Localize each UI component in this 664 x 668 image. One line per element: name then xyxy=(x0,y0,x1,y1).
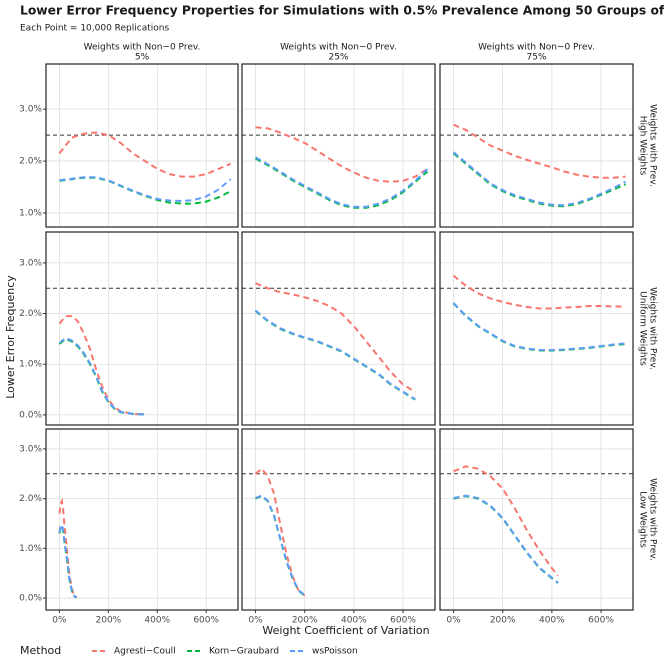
panel-border xyxy=(439,231,634,426)
smooth-line xyxy=(453,465,559,577)
column-strip-label: 75% xyxy=(526,53,546,63)
panel-background xyxy=(46,429,238,610)
panel xyxy=(439,231,634,426)
x-tick-label: 600% xyxy=(193,616,219,626)
smooth-line xyxy=(453,123,626,179)
y-axis-label: Lower Error Frequency xyxy=(4,275,17,399)
smooth-line xyxy=(58,524,78,599)
smooth-line xyxy=(255,494,306,596)
smooth-line xyxy=(255,156,429,208)
panel-border xyxy=(241,231,436,426)
x-tick-label: 400% xyxy=(539,616,565,626)
panel-background xyxy=(46,64,238,227)
smooth-line xyxy=(58,131,232,178)
x-tick-label: 400% xyxy=(341,616,367,626)
chart-title: Lower Error Frequency Properties for Sim… xyxy=(20,4,664,18)
row-strip-label: Weights with Prev. xyxy=(648,478,658,561)
y-tick-label: 2.0% xyxy=(19,309,42,319)
x-tick-label: 200% xyxy=(96,616,122,626)
panel-border xyxy=(45,63,239,228)
x-tick-label: 200% xyxy=(490,616,516,626)
smooth-line xyxy=(255,282,416,393)
panel-border xyxy=(241,428,436,611)
panel xyxy=(241,231,436,426)
legend-label: Agresti−Coull xyxy=(114,647,176,657)
panel-border xyxy=(45,428,239,611)
column-strip-label: Weights with Non−0 Prev. xyxy=(280,43,397,53)
panel-border xyxy=(439,63,634,228)
y-tick-label: 3.0% xyxy=(19,105,42,115)
legend-label: wsPoisson xyxy=(312,647,358,657)
panel xyxy=(45,63,239,228)
panel xyxy=(439,428,634,611)
y-tick-label: 2.0% xyxy=(19,494,42,504)
panel xyxy=(241,63,436,228)
panel-background xyxy=(242,232,435,425)
y-tick-label: 3.0% xyxy=(19,258,42,268)
panel-background xyxy=(440,429,633,610)
panel-background xyxy=(440,232,633,425)
y-tick-label: 3.0% xyxy=(19,444,42,454)
panel-border xyxy=(439,428,634,611)
x-tick-label: 600% xyxy=(390,616,416,626)
column-strip-label: 5% xyxy=(135,53,150,63)
panel xyxy=(439,63,634,228)
x-axis-label: Weight Coefficient of Variation xyxy=(262,624,429,637)
panel-background xyxy=(440,64,633,227)
y-tick-label: 1.0% xyxy=(19,360,42,370)
y-tick-label: 1.0% xyxy=(19,208,42,218)
smooth-line xyxy=(254,309,416,401)
row-strip-label: Weights with Prev. xyxy=(648,287,658,370)
legend-label: Korn−Graubard xyxy=(209,647,279,657)
row-strip-label: High Weights xyxy=(638,116,648,176)
column-strip-label: 25% xyxy=(328,53,348,63)
y-tick-label: 0.0% xyxy=(19,594,42,604)
row-strip-label: Uniform Weights xyxy=(638,291,648,366)
panel xyxy=(45,231,239,426)
x-tick-label: 0% xyxy=(52,616,67,626)
y-tick-label: 2.0% xyxy=(19,157,42,167)
x-tick-label: 200% xyxy=(292,616,318,626)
panel-border xyxy=(241,63,436,228)
smooth-line xyxy=(452,274,626,310)
y-tick-label: 1.0% xyxy=(19,544,42,554)
x-tick-label: 600% xyxy=(588,616,614,626)
smooth-line xyxy=(255,126,429,183)
y-tick-label: 0.0% xyxy=(19,410,42,420)
row-strip-label: Weights with Prev. xyxy=(648,104,658,187)
x-tick-label: 400% xyxy=(144,616,170,626)
panel-border xyxy=(45,231,239,426)
smooth-line xyxy=(58,336,146,416)
panel-background xyxy=(46,232,238,425)
row-strip-label: Low Weights xyxy=(638,491,648,548)
panel xyxy=(45,428,239,611)
smooth-line xyxy=(452,302,626,351)
chart-subtitle: Each Point = 10,000 Replications xyxy=(20,24,169,34)
legend-title: Method xyxy=(20,644,61,657)
panel-background xyxy=(242,429,435,610)
x-tick-label: 0% xyxy=(446,616,461,626)
x-tick-label: 0% xyxy=(248,616,263,626)
column-strip-label: Weights with Non−0 Prev. xyxy=(84,43,201,53)
column-strip-label: Weights with Non−0 Prev. xyxy=(478,43,595,53)
smooth-line xyxy=(452,151,627,207)
panel xyxy=(241,428,436,611)
